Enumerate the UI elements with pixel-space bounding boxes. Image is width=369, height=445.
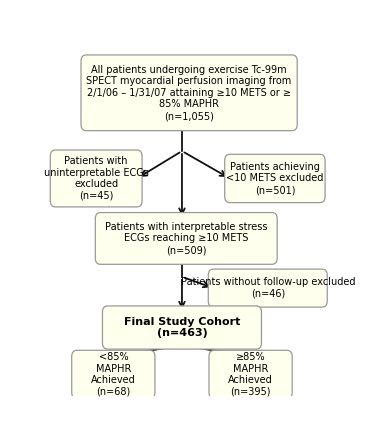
Text: Patients with
uninterpretable ECGs
excluded
(n=45): Patients with uninterpretable ECGs exclu…: [44, 156, 149, 201]
FancyBboxPatch shape: [95, 213, 277, 264]
Text: Patients without follow-up excluded
(n=46): Patients without follow-up excluded (n=4…: [180, 277, 355, 299]
FancyBboxPatch shape: [225, 154, 325, 202]
Text: Patients achieving
<10 METS excluded
(n=501): Patients achieving <10 METS excluded (n=…: [226, 162, 324, 195]
FancyBboxPatch shape: [81, 55, 297, 131]
Text: ≥85%
MAPHR
Achieved
(n=395): ≥85% MAPHR Achieved (n=395): [228, 352, 273, 397]
FancyBboxPatch shape: [208, 269, 327, 307]
Text: All patients undergoing exercise Tc-99m
SPECT myocardial perfusion imaging from
: All patients undergoing exercise Tc-99m …: [86, 65, 292, 121]
FancyBboxPatch shape: [50, 150, 142, 207]
Text: Final Study Cohort
(n=463): Final Study Cohort (n=463): [124, 317, 240, 338]
FancyBboxPatch shape: [209, 350, 292, 399]
Text: Patients with interpretable stress
ECGs reaching ≥10 METS
(n=509): Patients with interpretable stress ECGs …: [105, 222, 268, 255]
FancyBboxPatch shape: [103, 306, 262, 349]
FancyBboxPatch shape: [72, 350, 155, 399]
Text: <85%
MAPHR
Achieved
(n=68): <85% MAPHR Achieved (n=68): [91, 352, 136, 397]
